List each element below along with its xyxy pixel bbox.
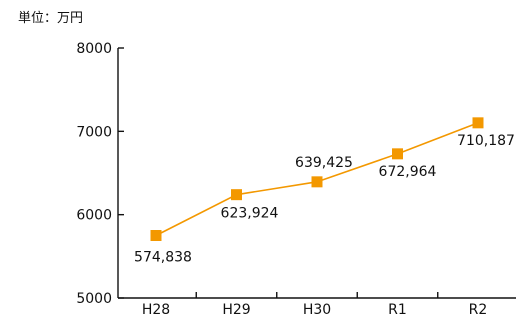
data-point-marker xyxy=(392,148,403,160)
data-label: 574,838 xyxy=(134,250,192,266)
x-tick-label: H30 xyxy=(303,302,331,318)
data-labels: 574,838 623,924 639,425 672,964 710,187 xyxy=(134,133,515,266)
y-tick-label: 8000 xyxy=(76,41,112,57)
y-tick-label: 7000 xyxy=(76,124,112,140)
data-label: 639,425 xyxy=(295,155,353,171)
data-point-marker xyxy=(231,189,242,201)
data-label: 623,924 xyxy=(221,206,279,222)
data-point-marker xyxy=(150,230,162,241)
x-tick-label: H28 xyxy=(142,302,170,318)
y-tick-label: 5000 xyxy=(76,291,112,307)
y-tick-label: 6000 xyxy=(76,208,112,224)
data-point-marker xyxy=(472,117,484,129)
axes: 5000 6000 7000 8000 H28 H29 H30 R1 R2 xyxy=(76,41,516,318)
data-label: 710,187 xyxy=(457,133,515,149)
unit-label: 単位：万円 xyxy=(18,10,83,26)
x-tick-label: R2 xyxy=(469,302,488,318)
series-layer xyxy=(150,117,484,241)
x-tick-label: R1 xyxy=(388,302,407,318)
data-label: 672,964 xyxy=(379,164,437,180)
x-tick-label: H29 xyxy=(222,302,250,318)
data-point-marker xyxy=(311,176,323,188)
